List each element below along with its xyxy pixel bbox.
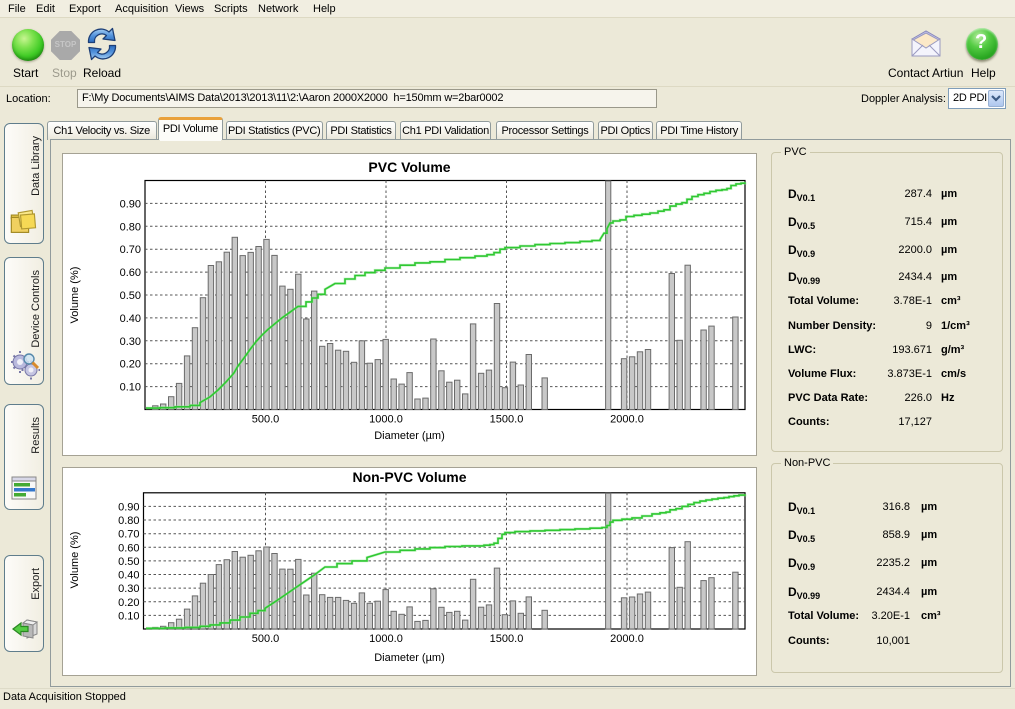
svg-text:500.0: 500.0 [252, 414, 280, 426]
svg-text:0.20: 0.20 [120, 359, 141, 371]
svg-text:0.40: 0.40 [120, 313, 141, 325]
svg-text:2000.0: 2000.0 [610, 414, 644, 426]
svg-text:0.90: 0.90 [120, 198, 141, 210]
svg-text:1000.0: 1000.0 [369, 633, 403, 645]
svg-text:1500.0: 1500.0 [490, 414, 524, 426]
svg-text:0.70: 0.70 [120, 244, 141, 256]
svg-text:1500.0: 1500.0 [490, 633, 524, 645]
svg-text:0.60: 0.60 [120, 267, 141, 279]
svg-text:2000.0: 2000.0 [610, 633, 644, 645]
svg-text:0.90: 0.90 [118, 501, 139, 513]
svg-text:0.20: 0.20 [118, 597, 139, 609]
svg-text:0.10: 0.10 [118, 610, 139, 622]
svg-text:500.0: 500.0 [252, 633, 280, 645]
svg-text:1000.0: 1000.0 [369, 414, 403, 426]
svg-text:0.10: 0.10 [120, 382, 141, 394]
svg-text:0.70: 0.70 [118, 529, 139, 541]
svg-text:0.30: 0.30 [120, 336, 141, 348]
svg-text:0.50: 0.50 [120, 290, 141, 302]
svg-text:0.80: 0.80 [120, 221, 141, 233]
svg-text:0.40: 0.40 [118, 570, 139, 582]
svg-text:0.80: 0.80 [118, 515, 139, 527]
svg-text:0.60: 0.60 [118, 542, 139, 554]
svg-text:0.50: 0.50 [118, 556, 139, 568]
svg-text:0.30: 0.30 [118, 583, 139, 595]
